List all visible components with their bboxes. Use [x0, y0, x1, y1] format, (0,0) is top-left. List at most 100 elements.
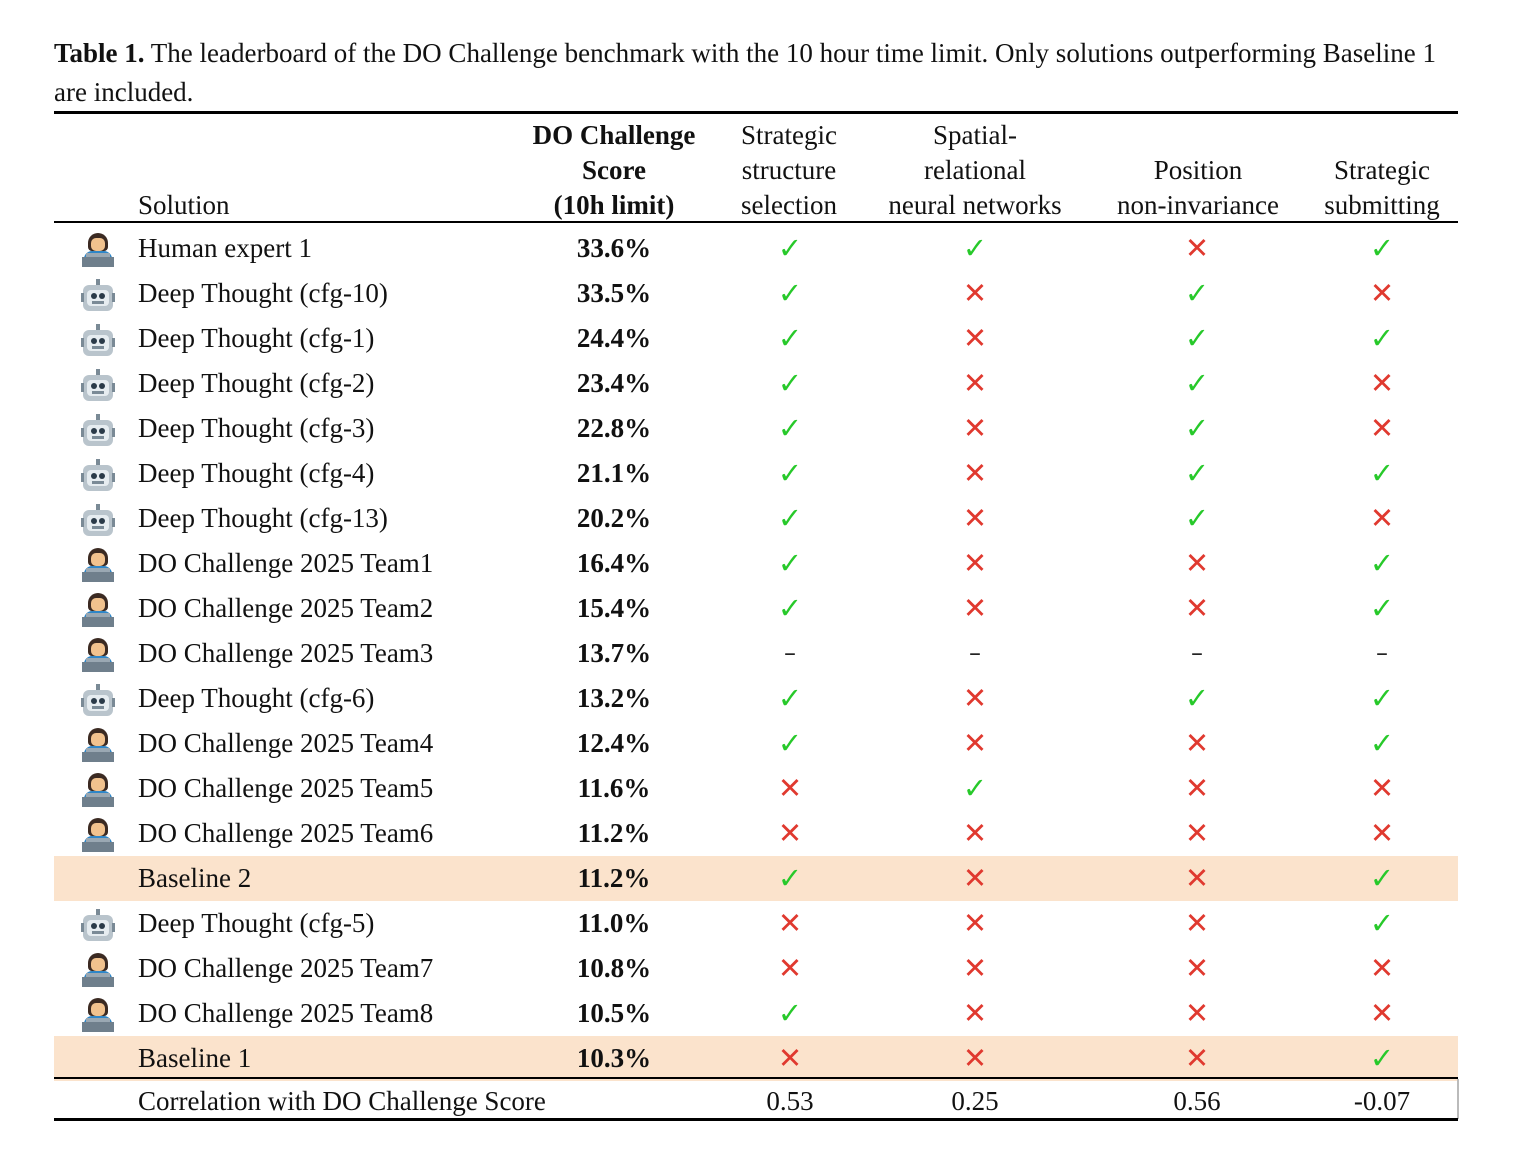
top-rule	[54, 111, 1458, 114]
cross-icon: ✕	[962, 906, 988, 940]
header-line: neural networks	[888, 190, 1062, 220]
cross-icon: ✕	[1184, 591, 1210, 625]
cross-icon: ✕	[962, 861, 988, 895]
human-icon	[78, 541, 118, 586]
check-icon: ✓	[1369, 681, 1395, 715]
check-icon: ✓	[1184, 501, 1210, 535]
table-row: DO Challenge 2025 Team2 15.4% ✓ ✕ ✕ ✓	[54, 586, 1458, 631]
header-line: structure	[741, 155, 837, 185]
cross-icon: ✕	[1369, 816, 1395, 850]
solution-name: DO Challenge 2025 Team1	[138, 548, 434, 578]
check-icon: ✓	[962, 231, 988, 265]
table-row: Deep Thought (cfg-5) 11.0% ✕ ✕ ✕ ✓	[54, 901, 1458, 946]
cross-icon: ✕	[777, 1041, 803, 1075]
cross-icon: ✕	[1184, 1041, 1210, 1075]
robot-icon	[78, 406, 118, 451]
check-icon: ✓	[1369, 591, 1395, 625]
table-row: DO Challenge 2025 Team6 11.2% ✕ ✕ ✕ ✕	[54, 811, 1458, 856]
cross-icon: ✕	[777, 906, 803, 940]
check-icon: ✓	[1369, 861, 1395, 895]
table-row: Deep Thought (cfg-2) 23.4% ✓ ✕ ✓ ✕	[54, 361, 1458, 406]
check-icon: ✓	[777, 501, 803, 535]
check-icon: ✓	[777, 231, 803, 265]
header-score-line: Score	[582, 155, 646, 185]
solution-name: Deep Thought (cfg-1)	[138, 323, 375, 353]
solution-name: Deep Thought (cfg-6)	[138, 683, 375, 713]
score-value: 33.6%	[576, 233, 652, 263]
cross-icon: ✕	[1369, 411, 1395, 445]
cross-icon: ✕	[1369, 276, 1395, 310]
cross-icon: ✕	[1184, 951, 1210, 985]
cross-icon: ✕	[1184, 816, 1210, 850]
table-row: Deep Thought (cfg-13) 20.2% ✓ ✕ ✓ ✕	[54, 496, 1458, 541]
header-line: Strategic	[1334, 155, 1430, 185]
robot-icon	[78, 496, 118, 541]
table-row: Deep Thought (cfg-10) 33.5% ✓ ✕ ✓ ✕	[54, 271, 1458, 316]
table-row: DO Challenge 2025 Team5 11.6% ✕ ✓ ✕ ✕	[54, 766, 1458, 811]
check-icon: ✓	[777, 681, 803, 715]
cross-icon: ✕	[1184, 996, 1210, 1030]
solution-name: DO Challenge 2025 Team6	[138, 818, 434, 848]
table-row: DO Challenge 2025 Team3 13.7% – – – –	[54, 631, 1458, 676]
check-icon: ✓	[777, 321, 803, 355]
human-icon	[78, 946, 118, 991]
solution-name: Deep Thought (cfg-13)	[138, 503, 388, 533]
cross-icon: ✕	[777, 771, 803, 805]
robot-icon	[78, 451, 118, 496]
solution-name: DO Challenge 2025 Team7	[138, 953, 434, 983]
score-value: 11.6%	[577, 773, 651, 803]
robot-icon	[78, 676, 118, 721]
check-icon: ✓	[777, 366, 803, 400]
correlation-value: 0.56	[1173, 1086, 1221, 1116]
check-icon: ✓	[1369, 1041, 1395, 1075]
score-value: 10.3%	[576, 1043, 652, 1073]
header-line: selection	[741, 190, 837, 220]
solution-name: DO Challenge 2025 Team5	[138, 773, 434, 803]
dash-mark: –	[1376, 639, 1388, 667]
score-value: 11.2%	[577, 818, 651, 848]
icon-slot	[78, 1036, 118, 1081]
table-row: DO Challenge 2025 Team8 10.5% ✓ ✕ ✕ ✕	[54, 991, 1458, 1036]
header-rule	[54, 221, 1458, 223]
cross-icon: ✕	[1369, 501, 1395, 535]
header-score-line: DO Challenge	[532, 120, 696, 150]
check-icon: ✓	[777, 861, 803, 895]
correlation-value: 0.25	[951, 1086, 999, 1116]
check-icon: ✓	[1184, 276, 1210, 310]
header-score-line: (10h limit)	[553, 190, 675, 220]
solution-name: DO Challenge 2025 Team2	[138, 593, 434, 623]
table-row: DO Challenge 2025 Team4 12.4% ✓ ✕ ✕ ✓	[54, 721, 1458, 766]
correlation-row: Correlation with DO Challenge Score 0.53…	[54, 1079, 1458, 1119]
header-spatial-relational: Spatial- relational neural networks	[868, 118, 1082, 223]
human-icon	[78, 991, 118, 1036]
check-icon: ✓	[1369, 321, 1395, 355]
score-value: 20.2%	[576, 503, 652, 533]
cross-icon: ✕	[962, 816, 988, 850]
dash-mark: –	[784, 639, 796, 667]
correlation-label: Correlation with DO Challenge Score	[138, 1086, 546, 1116]
solution-name: Deep Thought (cfg-10)	[138, 278, 388, 308]
robot-icon	[78, 316, 118, 361]
solution-name: Baseline 1	[138, 1043, 252, 1073]
cross-icon: ✕	[962, 501, 988, 535]
cross-icon: ✕	[1369, 996, 1395, 1030]
check-icon: ✓	[1369, 231, 1395, 265]
score-value: 12.4%	[576, 728, 652, 758]
solution-name: DO Challenge 2025 Team4	[138, 728, 434, 758]
header-line: Position	[1153, 155, 1243, 185]
check-icon: ✓	[777, 996, 803, 1030]
cross-icon: ✕	[1369, 366, 1395, 400]
cross-icon: ✕	[962, 456, 988, 490]
cross-icon: ✕	[1184, 726, 1210, 760]
score-value: 13.7%	[576, 638, 652, 668]
dash-mark: –	[969, 639, 981, 667]
human-icon	[78, 811, 118, 856]
table-edge	[1457, 1079, 1459, 1119]
solution-name: Human expert 1	[138, 233, 312, 263]
cross-icon: ✕	[962, 321, 988, 355]
cross-icon: ✕	[1369, 771, 1395, 805]
check-icon: ✓	[777, 591, 803, 625]
solution-name: Deep Thought (cfg-4)	[138, 458, 375, 488]
score-value: 22.8%	[576, 413, 652, 443]
